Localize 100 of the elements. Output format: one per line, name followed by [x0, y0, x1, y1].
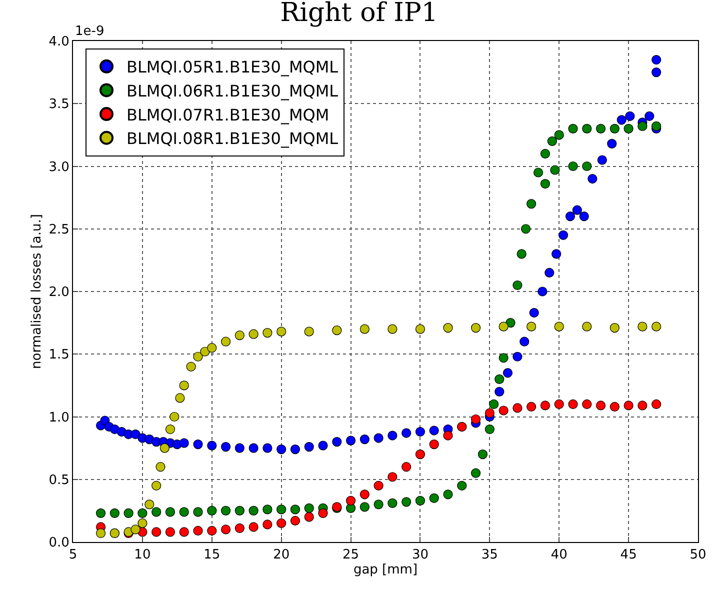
point — [360, 434, 370, 444]
point — [540, 148, 550, 159]
x-tick-label: 45 — [620, 548, 637, 563]
point — [160, 443, 170, 453]
point — [582, 322, 592, 332]
y-tick-label: 0.0 — [48, 536, 70, 551]
point — [248, 443, 258, 453]
point — [652, 399, 662, 410]
point — [588, 174, 598, 184]
point — [457, 480, 467, 490]
point — [207, 506, 217, 516]
point — [165, 424, 176, 434]
y-tick-label: 3.5 — [48, 97, 70, 112]
point — [332, 437, 342, 447]
point — [538, 286, 548, 296]
point — [526, 402, 536, 412]
y-tick-label: 3.0 — [48, 160, 70, 175]
point — [540, 178, 550, 189]
point — [156, 462, 166, 472]
point — [220, 336, 231, 346]
point — [652, 322, 662, 332]
y-tick-label: 2.0 — [48, 285, 70, 300]
point — [470, 468, 481, 478]
point — [624, 124, 634, 134]
point — [552, 249, 562, 259]
point — [565, 212, 576, 222]
point — [388, 472, 398, 482]
x-tick-label: 30 — [412, 548, 428, 563]
point — [443, 323, 453, 333]
point — [554, 130, 564, 140]
point — [402, 497, 412, 507]
point — [234, 443, 244, 453]
point — [220, 506, 231, 516]
point — [558, 230, 568, 240]
point — [186, 362, 196, 372]
point — [304, 442, 314, 452]
point — [484, 424, 494, 434]
y-tick-label: 4.0 — [48, 34, 70, 50]
point — [130, 429, 140, 440]
point — [478, 450, 488, 460]
point — [520, 224, 531, 234]
point — [374, 480, 384, 490]
point — [568, 124, 578, 134]
point — [207, 440, 217, 450]
point — [96, 508, 106, 518]
point — [304, 326, 314, 336]
point — [360, 324, 370, 334]
point — [318, 508, 328, 518]
point — [625, 111, 635, 121]
point — [415, 496, 426, 506]
point — [388, 324, 398, 334]
point — [529, 308, 539, 318]
point — [616, 115, 626, 125]
point — [262, 328, 272, 338]
point — [554, 399, 564, 410]
point — [402, 462, 412, 472]
point — [124, 508, 134, 518]
point — [568, 399, 578, 410]
point — [346, 436, 356, 446]
point — [175, 393, 185, 403]
point — [130, 524, 140, 534]
point — [234, 330, 244, 340]
point — [512, 403, 522, 413]
point — [498, 406, 508, 416]
legend-label: BLMQI.05R1.B1E30_MQML — [126, 58, 338, 77]
point — [596, 400, 606, 410]
chart-title: Right of IP1 — [280, 0, 438, 28]
point — [579, 212, 589, 222]
x-tick-label: 50 — [690, 548, 706, 563]
point — [512, 352, 522, 362]
point — [290, 516, 300, 526]
point — [290, 444, 300, 454]
point — [110, 508, 120, 518]
point — [179, 507, 189, 517]
point — [544, 268, 554, 278]
point — [520, 336, 530, 346]
point — [572, 205, 582, 215]
point — [652, 121, 662, 131]
point — [234, 506, 244, 516]
point — [568, 161, 578, 172]
x-tick-label: 10 — [134, 548, 151, 563]
point — [547, 136, 557, 146]
point — [652, 68, 662, 78]
x-tick-label: 15 — [204, 548, 220, 563]
x-tick-label: 5 — [68, 548, 78, 563]
point — [234, 523, 244, 534]
point — [443, 490, 453, 500]
legend-label: BLMQI.06R1.B1E30_MQML — [126, 81, 338, 100]
point — [415, 426, 426, 437]
point — [502, 368, 513, 378]
point — [512, 280, 522, 290]
y-axis-title: normalised losses [a.u.] — [30, 214, 45, 369]
legend-label: BLMQI.08R1.B1E30_MQML — [126, 129, 338, 148]
y-tick-label: 1.5 — [48, 348, 70, 363]
point — [652, 54, 662, 65]
point — [415, 324, 426, 334]
point — [526, 199, 536, 209]
text: 1e-9 — [75, 24, 104, 39]
x-tick-label: 20 — [273, 548, 290, 563]
point — [374, 500, 384, 510]
